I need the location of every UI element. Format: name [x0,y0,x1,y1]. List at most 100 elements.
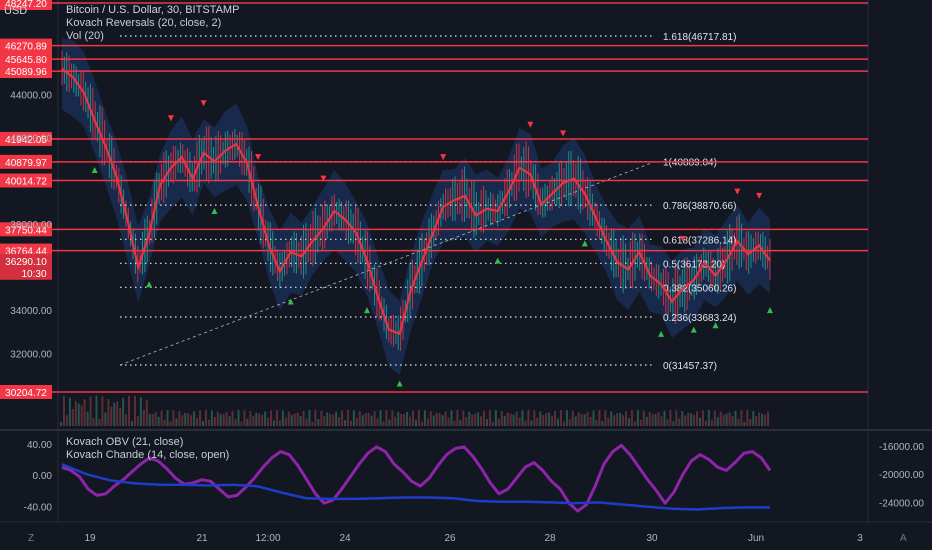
volume-bar [95,395,98,426]
level-label: 45645.80 [5,55,47,66]
volume-bar [275,410,278,426]
volume-bar [341,410,344,426]
volume-bar [71,408,74,426]
level-label-bg [0,385,52,399]
volume-bar [210,410,213,426]
volume-bar [323,416,326,426]
auto-scale-button[interactable]: A [900,533,907,544]
lower-pane[interactable]: 40.00 0.00 -40.00 -16000.00 -20000.00 -24000.… [24,440,925,513]
obv-tick-label: -16000.00 [879,442,924,453]
volume-bar [255,412,258,426]
volume-bar [77,403,80,426]
band-area [62,38,770,375]
volume-bar [536,417,539,426]
volume-bar [89,396,92,426]
volume-bar [287,411,290,426]
volume-bar [444,411,447,426]
volume-bar [92,418,95,426]
volume-bar [545,413,548,426]
level-label: 30204.72 [5,388,47,399]
volume-bar [554,411,557,426]
volume-bar [417,410,420,426]
series-line-kovach-obv [61,463,770,511]
volume-bar [651,414,654,426]
volume-bar [533,410,536,426]
legend-kovach-chande[interactable]: Kovach Chande (14, close, open) [66,449,230,461]
volume-bar [415,419,417,426]
volume-bar [755,416,758,426]
volume-bar [453,420,456,426]
volume-bar [696,411,699,426]
volume-bar [557,418,559,426]
fib-level-label: 0.786(38870.66) [663,201,736,212]
axes: 44000.00 42000.00 38000.00 34000.00 32000.00… [10,91,863,544]
volume-bar [483,410,486,426]
volume-bar [710,420,713,426]
legend-volume[interactable]: Vol (20) [66,30,104,42]
volume-bar [530,420,533,426]
volume-bar [409,416,412,426]
volume-bar [151,414,154,426]
time-tick-label: 19 [84,533,96,544]
symbol-title[interactable]: Bitcoin / U.S. Dollar, 30, BITSTAMP [66,4,240,16]
time-tick-label: 30 [646,533,658,544]
volume-bar [716,417,719,426]
volume-bar [503,415,506,426]
fib-level-label: 0(31457.37) [663,361,717,372]
volume-bar [601,421,604,426]
sell-signal-marker [560,130,567,137]
volume-bar [486,419,488,426]
volume-bar [83,399,86,426]
current-price-label: 36290.10 [5,257,47,268]
legend-kovach-obv[interactable]: Kovach OBV (21, close) [66,436,184,448]
volume-bar [379,410,382,426]
volume-bar [219,414,222,426]
volume-bar [681,411,684,426]
volume-bar [157,416,160,426]
volume-bar [196,418,199,426]
volume-bar [290,414,293,426]
sell-signal-marker [756,192,763,199]
obv-tick-label: -20000.00 [879,470,924,481]
timezone-icon[interactable]: Z [28,533,35,544]
volume-bar [524,420,527,426]
volume-bar [693,414,696,426]
volume-bar [527,410,530,426]
price-tick-label: 44000.00 [10,91,52,102]
volume-bar [749,418,752,426]
volume-bar [80,405,83,426]
volume-bar [361,415,364,426]
currency-label[interactable]: USD [4,5,28,17]
legend-kovach-reversals[interactable]: Kovach Reversals (20, close, 2) [66,17,222,29]
sell-signal-marker [320,175,327,182]
volume-bar [752,410,755,426]
volume-bar [163,419,166,426]
sell-signal-marker [167,115,174,122]
volume-bar [107,398,110,426]
volume-bar [731,416,734,426]
volume-bar [583,414,586,426]
volume-bar [619,412,622,426]
volume-bar [273,420,275,426]
volume-bar [604,410,607,426]
level-label-bg [0,0,52,10]
volume-bar [116,401,119,426]
price-tick-label: 38000.00 [10,220,52,231]
series-line-btcusd [61,67,771,336]
volume-bar [270,410,273,426]
volume-bar [474,413,477,426]
volume-bar [184,412,187,426]
volume-bar [639,419,642,426]
volume-bar [317,419,320,426]
buy-signal-marker [712,322,719,329]
volume-bar [435,412,438,426]
volume-bar [202,421,204,426]
oscillator-tick-label: 40.00 [27,440,52,451]
volume-bar [139,397,142,426]
volume-bar [687,412,690,426]
fibonacci-retracement[interactable]: 1.618(46717.81) 1(40889.04) 0.786(38870.66… [119,32,736,372]
level-label-bg [0,154,52,169]
